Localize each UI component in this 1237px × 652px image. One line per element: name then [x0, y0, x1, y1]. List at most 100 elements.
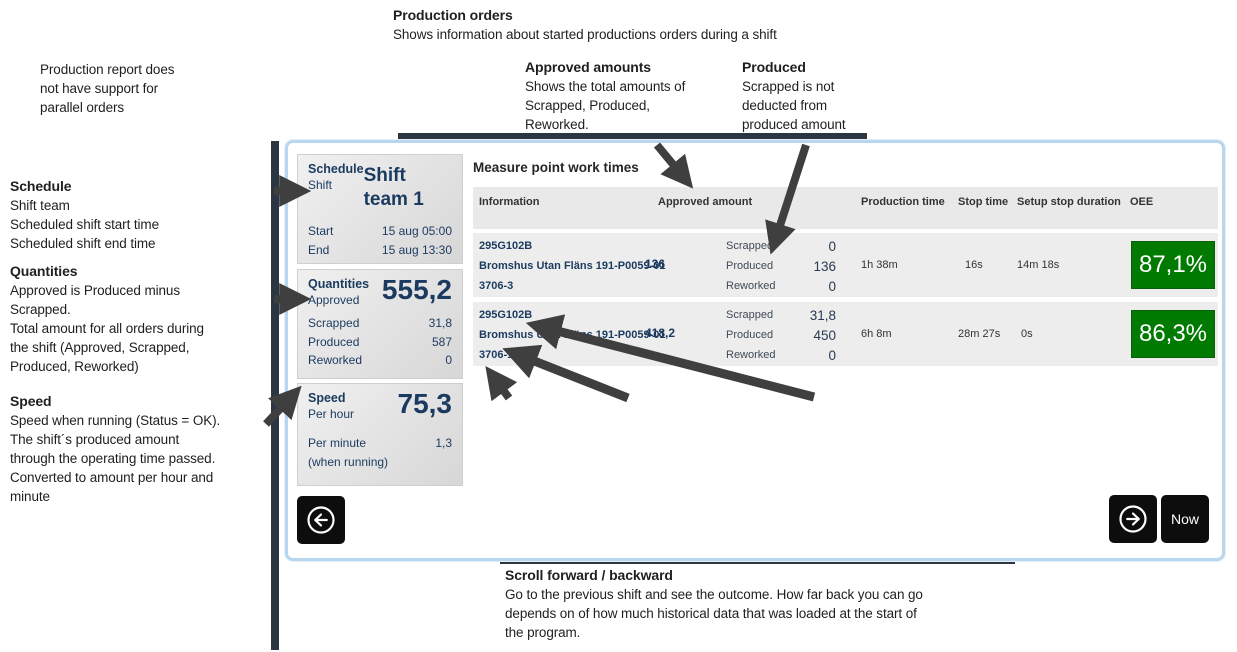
per-hour-label: Per hour: [308, 407, 355, 421]
app-window: Schedule Shift Shift team 1 Start 15 aug…: [285, 140, 1225, 561]
approved-amount: 418,2: [645, 326, 676, 340]
produced-value: 136: [813, 258, 836, 274]
annotation-production-orders: Production orders Shows information abou…: [393, 6, 863, 44]
scrapped-value: 0: [828, 238, 836, 254]
shift-team-value: Shift team 1: [363, 165, 424, 210]
col-setup-stop-duration: Setup stop duration: [1017, 196, 1121, 208]
production-time: 6h 8m: [861, 328, 892, 340]
setup-stop-duration: 0s: [1021, 328, 1033, 340]
annotation-scroll: Scroll forward / backward Go to the prev…: [505, 566, 1035, 642]
reworked-value: 0: [445, 353, 452, 367]
annotation-body: Shift team Scheduled shift start time Sc…: [10, 198, 159, 251]
scrapped-value: 31,8: [428, 316, 452, 330]
scrapped-label: Scrapped: [726, 240, 774, 252]
annotation-title: Produced: [742, 59, 806, 75]
article-name: Bromshus Utan Fläns 191-P0059-01: [479, 260, 666, 272]
schedule-panel: Schedule Shift Shift team 1 Start 15 aug…: [297, 154, 463, 264]
annotation-body: Shows the total amounts of Scrapped, Pro…: [525, 79, 686, 132]
scrapped-label: Scrapped: [726, 309, 774, 321]
per-minute-value: 1,3: [435, 436, 452, 450]
annotation-body: Go to the previous shift and see the out…: [505, 587, 923, 640]
setup-stop-duration: 14m 18s: [1017, 259, 1060, 271]
shift-label: Shift: [308, 178, 333, 192]
produced-label: Produced: [726, 260, 774, 272]
per-hour-value: 75,3: [397, 388, 453, 419]
arrow-right-icon: [1113, 499, 1153, 539]
annotation-quantities: Quantities Approved is Produced minus Sc…: [10, 262, 270, 376]
order-number: 3706-3: [479, 280, 514, 292]
table-row: 295G102B Bromshus Utan Fläns 191-P0059-0…: [473, 302, 1218, 366]
col-information: Information: [479, 196, 540, 208]
scrapped-row: Scrapped 31,8: [308, 314, 452, 333]
arrow-left-icon: [301, 500, 341, 540]
produced-row: Produced 587: [308, 333, 452, 352]
col-production-time: Production time: [861, 196, 945, 208]
panel-title: Schedule: [308, 162, 364, 176]
panel-title: Speed: [308, 391, 346, 405]
table-header: Information Approved amount Production t…: [473, 187, 1218, 229]
annotation-body: Approved is Produced minus Scrapped. Tot…: [10, 283, 204, 374]
annotation-schedule: Schedule Shift team Scheduled shift star…: [10, 177, 260, 253]
production-time: 1h 38m: [861, 259, 898, 271]
approved-value: 555,2: [381, 274, 452, 305]
col-oee: OEE: [1130, 196, 1154, 208]
stop-time: 28m 27s: [958, 328, 1001, 340]
reworked-label: Reworked: [726, 349, 776, 361]
schedule-start-row: Start 15 aug 05:00: [308, 222, 452, 241]
stop-time: 16s: [965, 259, 983, 271]
when-running-row: (when running): [308, 453, 452, 472]
left-annotation-bar: [271, 141, 279, 650]
annotation-title: Production orders: [393, 7, 513, 23]
now-button[interactable]: Now: [1161, 495, 1209, 543]
table-row: 295G102B Bromshus Utan Fläns 191-P0059-0…: [473, 233, 1218, 297]
scroll-forward-button[interactable]: [1109, 495, 1157, 543]
table-title: Measure point work times: [473, 160, 639, 175]
oee-badge: 86,3%: [1131, 310, 1215, 358]
article-number: 295G102B: [479, 240, 533, 252]
article-number: 295G102B: [479, 309, 533, 321]
annotation-body: Scrapped is not deducted from produced a…: [742, 79, 846, 132]
annotation-produced: Produced Scrapped is not deducted from p…: [742, 58, 892, 134]
scrapped-label: Scrapped: [308, 316, 360, 330]
per-minute-row: Per minute 1,3: [308, 434, 452, 453]
annotation-title: Schedule: [10, 178, 72, 194]
reworked-value: 0: [828, 278, 836, 294]
annotation-title: Scroll forward / backward: [505, 567, 673, 583]
annotation-approved-amounts: Approved amounts Shows the total amounts…: [525, 58, 740, 134]
start-label: Start: [308, 224, 334, 238]
end-label: End: [308, 242, 330, 257]
reworked-label: Reworked: [308, 353, 363, 367]
order-number: 3706-1: [479, 349, 514, 361]
annotation-body: Shows information about started producti…: [393, 27, 777, 42]
produced-value: 450: [813, 327, 836, 343]
annotation-speed: Speed Speed when running (Status = OK). …: [10, 392, 275, 506]
schedule-end-row: End 15 aug 13:30: [308, 241, 452, 260]
reworked-value: 0: [828, 347, 836, 363]
start-value: 15 aug 05:00: [381, 224, 452, 238]
annotation-body: Speed when running (Status = OK). The sh…: [10, 413, 221, 504]
top-annotation-bar: [398, 133, 867, 141]
col-approved-amount: Approved amount: [658, 196, 753, 208]
produced-label: Produced: [726, 329, 774, 341]
per-minute-label: Per minute: [308, 436, 367, 450]
amounts-block: Scrapped 0 Produced 136 Reworked 0: [726, 236, 836, 296]
article-name: Bromshus Utan Fläns 191-P0059-01: [479, 329, 666, 341]
when-running-label: (when running): [308, 454, 389, 469]
annotation-parallel-note: Production report does not have support …: [40, 62, 175, 115]
oee-badge: 87,1%: [1131, 241, 1215, 289]
approved-label: Approved: [308, 293, 360, 307]
annotation-title: Approved amounts: [525, 59, 651, 75]
reworked-row: Reworked 0: [308, 351, 452, 370]
approved-amount: 136: [645, 257, 666, 271]
end-value: 15 aug 13:30: [381, 242, 452, 257]
col-stop-time: Stop time: [958, 196, 1009, 208]
annotation-title: Quantities: [10, 263, 78, 279]
panel-title: Quantities: [308, 277, 370, 291]
produced-label: Produced: [308, 334, 360, 349]
annotation-title: Speed: [10, 393, 52, 409]
quantities-panel: Quantities Approved 555,2 Scrapped 31,8 …: [297, 269, 463, 379]
speed-panel: Speed Per hour 75,3 Per minute 1,3 (when…: [297, 383, 463, 486]
scroll-back-button[interactable]: [297, 496, 345, 544]
produced-value: 587: [431, 334, 452, 349]
